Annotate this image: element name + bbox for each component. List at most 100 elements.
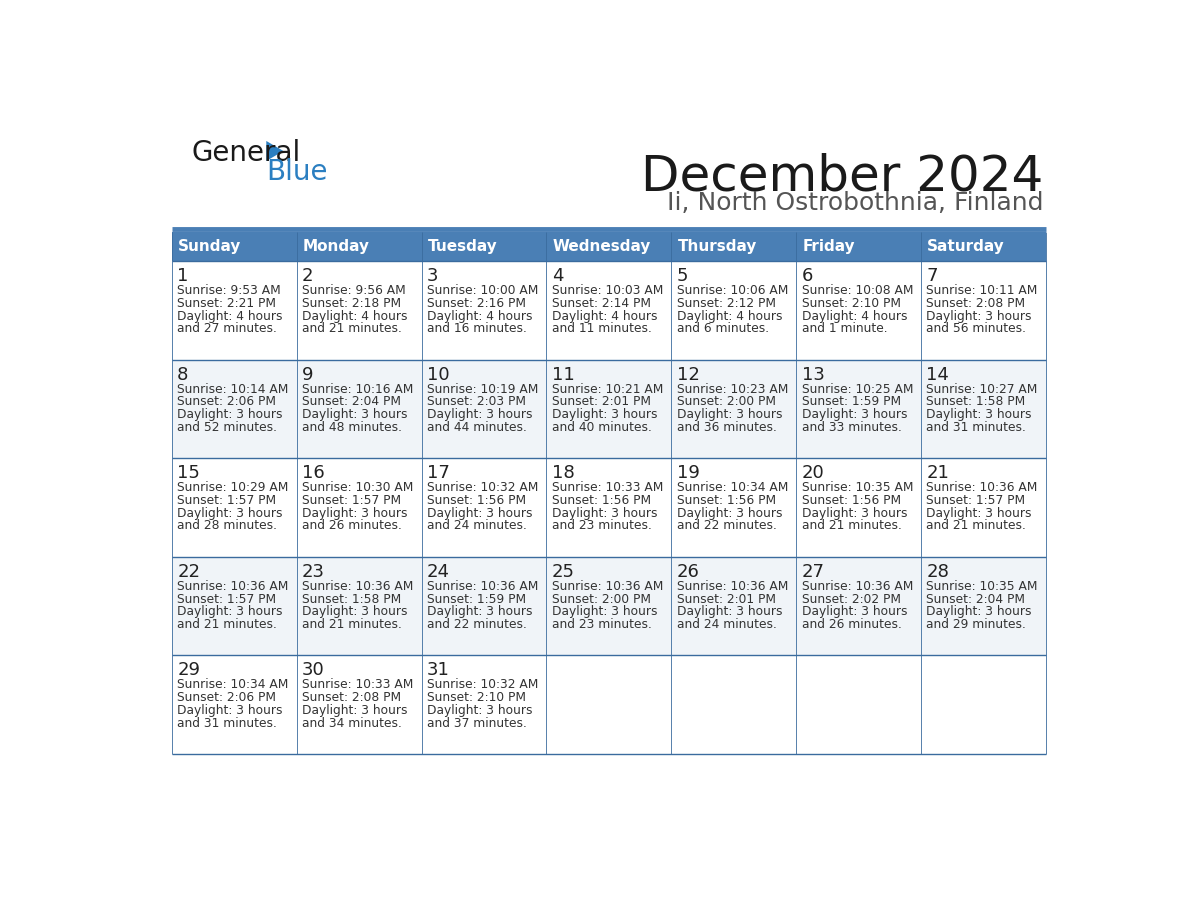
Text: Daylight: 3 hours: Daylight: 3 hours [552, 409, 657, 421]
Bar [671, 232, 796, 261]
Text: 9: 9 [302, 365, 314, 384]
Text: 31: 31 [426, 662, 450, 679]
Text: Daylight: 4 hours: Daylight: 4 hours [302, 309, 407, 322]
Text: Sunset: 2:12 PM: Sunset: 2:12 PM [677, 297, 776, 310]
Text: Sunset: 2:04 PM: Sunset: 2:04 PM [302, 396, 402, 409]
Text: Daylight: 3 hours: Daylight: 3 hours [677, 605, 782, 618]
Text: Daylight: 3 hours: Daylight: 3 hours [927, 605, 1032, 618]
Text: and 37 minutes.: and 37 minutes. [426, 717, 526, 730]
Text: Daylight: 3 hours: Daylight: 3 hours [802, 605, 908, 618]
Text: and 21 minutes.: and 21 minutes. [177, 618, 277, 631]
Text: and 34 minutes.: and 34 minutes. [302, 717, 402, 730]
Text: Sunset: 2:18 PM: Sunset: 2:18 PM [302, 297, 402, 310]
Text: Sunrise: 10:35 AM: Sunrise: 10:35 AM [802, 481, 914, 494]
Text: Daylight: 3 hours: Daylight: 3 hours [802, 409, 908, 421]
Bar [172, 261, 1045, 360]
Text: Daylight: 3 hours: Daylight: 3 hours [802, 507, 908, 520]
Text: Sunrise: 10:06 AM: Sunrise: 10:06 AM [677, 285, 788, 297]
Text: Sunset: 2:01 PM: Sunset: 2:01 PM [677, 592, 776, 606]
Text: Sunset: 1:58 PM: Sunset: 1:58 PM [927, 396, 1025, 409]
Text: Daylight: 3 hours: Daylight: 3 hours [177, 409, 283, 421]
Bar [172, 232, 297, 261]
Text: Sunset: 1:57 PM: Sunset: 1:57 PM [177, 592, 277, 606]
Text: Sunset: 1:56 PM: Sunset: 1:56 PM [552, 494, 651, 507]
Text: Tuesday: Tuesday [428, 239, 498, 254]
Text: Daylight: 3 hours: Daylight: 3 hours [927, 507, 1032, 520]
Text: Sunset: 1:57 PM: Sunset: 1:57 PM [177, 494, 277, 507]
Text: Sunset: 2:03 PM: Sunset: 2:03 PM [426, 396, 526, 409]
Text: Friday: Friday [802, 239, 855, 254]
Text: and 26 minutes.: and 26 minutes. [802, 618, 902, 631]
Text: and 26 minutes.: and 26 minutes. [302, 520, 402, 532]
Text: and 1 minute.: and 1 minute. [802, 322, 887, 335]
Text: and 40 minutes.: and 40 minutes. [552, 420, 652, 434]
Text: Daylight: 3 hours: Daylight: 3 hours [426, 605, 532, 618]
Text: Sunrise: 10:14 AM: Sunrise: 10:14 AM [177, 383, 289, 396]
Bar [172, 458, 1045, 556]
Text: Daylight: 3 hours: Daylight: 3 hours [426, 704, 532, 717]
Text: Sunrise: 10:36 AM: Sunrise: 10:36 AM [552, 580, 663, 593]
Text: 22: 22 [177, 563, 200, 581]
Text: Sunrise: 10:25 AM: Sunrise: 10:25 AM [802, 383, 914, 396]
Bar [796, 232, 921, 261]
Text: Sunrise: 10:36 AM: Sunrise: 10:36 AM [927, 481, 1038, 494]
Text: 16: 16 [302, 465, 324, 482]
Text: Daylight: 3 hours: Daylight: 3 hours [302, 605, 407, 618]
Text: Sunrise: 10:32 AM: Sunrise: 10:32 AM [426, 678, 538, 691]
Text: Sunset: 1:56 PM: Sunset: 1:56 PM [677, 494, 776, 507]
Text: and 29 minutes.: and 29 minutes. [927, 618, 1026, 631]
Text: Sunrise: 10:23 AM: Sunrise: 10:23 AM [677, 383, 788, 396]
Text: 21: 21 [927, 465, 949, 482]
Text: Sunrise: 10:32 AM: Sunrise: 10:32 AM [426, 481, 538, 494]
Text: and 23 minutes.: and 23 minutes. [552, 618, 652, 631]
Text: Sunrise: 10:34 AM: Sunrise: 10:34 AM [677, 481, 788, 494]
Text: Daylight: 3 hours: Daylight: 3 hours [302, 704, 407, 717]
Text: and 11 minutes.: and 11 minutes. [552, 322, 652, 335]
Text: Sunrise: 10:27 AM: Sunrise: 10:27 AM [927, 383, 1038, 396]
Text: Sunset: 2:06 PM: Sunset: 2:06 PM [177, 691, 276, 704]
Text: Sunset: 2:10 PM: Sunset: 2:10 PM [802, 297, 901, 310]
Text: Sunrise: 10:11 AM: Sunrise: 10:11 AM [927, 285, 1038, 297]
Text: Sunrise: 9:56 AM: Sunrise: 9:56 AM [302, 285, 406, 297]
Text: and 28 minutes.: and 28 minutes. [177, 520, 277, 532]
Text: Daylight: 3 hours: Daylight: 3 hours [177, 704, 283, 717]
Text: Sunrise: 10:00 AM: Sunrise: 10:00 AM [426, 285, 538, 297]
Text: and 52 minutes.: and 52 minutes. [177, 420, 277, 434]
Text: 27: 27 [802, 563, 824, 581]
Text: Daylight: 3 hours: Daylight: 3 hours [426, 507, 532, 520]
Text: and 22 minutes.: and 22 minutes. [677, 520, 777, 532]
Text: 11: 11 [552, 365, 575, 384]
Text: Sunset: 2:02 PM: Sunset: 2:02 PM [802, 592, 901, 606]
Bar [546, 232, 671, 261]
Text: Daylight: 3 hours: Daylight: 3 hours [552, 507, 657, 520]
Text: Daylight: 4 hours: Daylight: 4 hours [426, 309, 532, 322]
Text: Sunset: 2:00 PM: Sunset: 2:00 PM [552, 592, 651, 606]
Bar [172, 556, 1045, 655]
Text: Sunset: 2:04 PM: Sunset: 2:04 PM [927, 592, 1025, 606]
Text: and 21 minutes.: and 21 minutes. [927, 520, 1026, 532]
Text: Sunrise: 10:29 AM: Sunrise: 10:29 AM [177, 481, 289, 494]
Text: Saturday: Saturday [928, 239, 1005, 254]
Text: and 16 minutes.: and 16 minutes. [426, 322, 526, 335]
Text: Sunrise: 10:35 AM: Sunrise: 10:35 AM [927, 580, 1038, 593]
Text: Sunrise: 10:34 AM: Sunrise: 10:34 AM [177, 678, 289, 691]
Text: 20: 20 [802, 465, 824, 482]
Text: Daylight: 4 hours: Daylight: 4 hours [677, 309, 782, 322]
Text: Sunset: 2:21 PM: Sunset: 2:21 PM [177, 297, 276, 310]
Text: Sunrise: 10:03 AM: Sunrise: 10:03 AM [552, 285, 663, 297]
Text: 25: 25 [552, 563, 575, 581]
Text: Sunset: 1:56 PM: Sunset: 1:56 PM [802, 494, 901, 507]
Text: and 31 minutes.: and 31 minutes. [177, 717, 277, 730]
Text: Daylight: 3 hours: Daylight: 3 hours [927, 309, 1032, 322]
Text: Sunrise: 10:36 AM: Sunrise: 10:36 AM [677, 580, 788, 593]
Text: Sunset: 2:01 PM: Sunset: 2:01 PM [552, 396, 651, 409]
Text: Ii, North Ostrobothnia, Finland: Ii, North Ostrobothnia, Finland [668, 191, 1043, 215]
Text: 12: 12 [677, 365, 700, 384]
Text: and 21 minutes.: and 21 minutes. [802, 520, 902, 532]
Text: and 27 minutes.: and 27 minutes. [177, 322, 277, 335]
Text: Sunset: 2:16 PM: Sunset: 2:16 PM [426, 297, 526, 310]
Text: General: General [191, 140, 301, 167]
Text: and 6 minutes.: and 6 minutes. [677, 322, 769, 335]
Text: 3: 3 [426, 267, 438, 285]
Text: and 44 minutes.: and 44 minutes. [426, 420, 526, 434]
